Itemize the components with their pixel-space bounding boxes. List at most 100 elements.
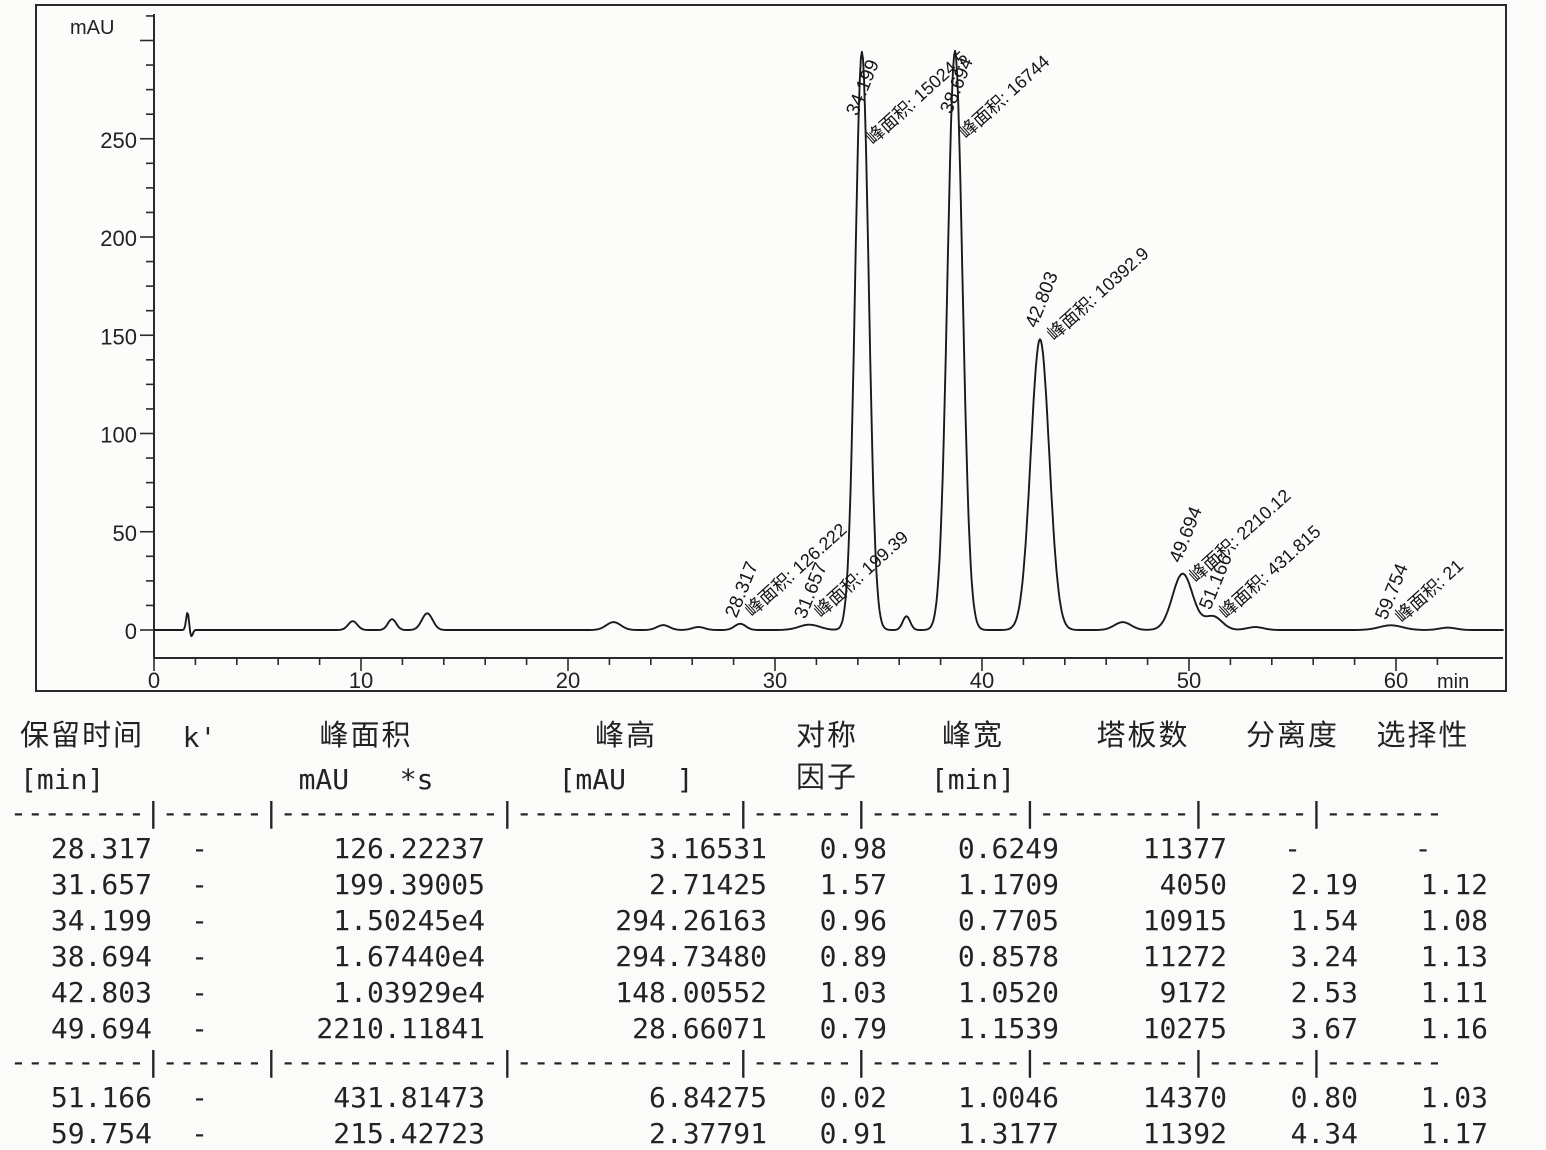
table-cell: 38.694 [50,940,152,973]
col-header-peak-area: 峰面积 [319,720,413,752]
table-cell: 294.73480 [615,940,767,973]
chromatogram-trace [154,49,1504,638]
table-cell: 10275 [1142,1012,1227,1045]
col-header-peak-height: 峰高 [594,720,657,752]
table-cell: 0.79 [819,1012,887,1045]
table-header-row-1: 保留时间 k' 峰面积 峰高 对称 峰宽 塔板数 分离度 选择性 [10,712,1488,754]
table-cell: 1.0046 [957,1081,1059,1114]
chromatogram-plot: 0 50 100 150 200 250 0 10 20 30 40 50 60 mAU min [70,14,1504,690]
table-cell: 51.166 [50,1081,152,1114]
unit-factor: 因子 [795,762,858,794]
table-cell: - [191,1081,208,1114]
peak-area-label: 峰面积: 10392.9 [1043,243,1153,345]
x-tick-label: 0 [148,668,160,690]
table-cell: 1.0520 [957,976,1059,1009]
peak-annotations-layer: 28.317 峰面积: 126.222 31.657 峰面积: 199.39 34.19… [37,6,1505,690]
table-cell: 0.89 [819,940,887,973]
table-cell: 431.81473 [333,1081,485,1114]
table-cell: 3.67 [1290,1012,1358,1045]
table-cell: 4050 [1159,868,1227,901]
table-cell: 1.11 [1420,976,1488,1009]
unit-min: [min] [20,763,105,796]
table-cell: 2.19 [1290,868,1358,901]
x-tick-label: 50 [1177,668,1201,690]
table-cell: 1.03 [819,976,887,1009]
table-cell: 126.22237 [333,832,485,865]
peak-results-table: 保留时间 k' 峰面积 峰高 对称 峰宽 塔板数 分离度 选择性 [min] m… [10,712,1488,1150]
table-cell: 11392 [1142,1117,1227,1150]
table-row: 34.199 - 1.50245e4 294.26163 0.96 0.7705 10915… [10,901,1488,937]
table-cell: 1.54 [1290,904,1358,937]
col-header-peak-width: 峰宽 [941,720,1004,752]
y-tick-label: 150 [100,324,137,349]
col-header-resolution: 分离度 [1245,720,1339,752]
table-cell: 2210.11841 [316,1012,485,1045]
table-cell: 28.66071 [632,1012,767,1045]
table-cell: - [191,904,208,937]
table-cell: 1.13 [1420,940,1488,973]
table-cell: 2.37791 [648,1117,767,1150]
table-cell: 0.8578 [957,940,1059,973]
table-cell: 59.754 [50,1117,152,1150]
table-cell: 148.00552 [615,976,767,1009]
table-cell: 1.12 [1420,868,1488,901]
table-cell: 294.26163 [615,904,767,937]
table-separator-row: --------|------|-------------|----------… [10,796,1488,829]
table-cell: 0.96 [819,904,887,937]
table-cell: 1.16 [1420,1012,1488,1045]
x-axis-unit-label: min [1437,671,1469,690]
table-cell: 3.16531 [648,832,767,865]
table-cell: 1.3177 [957,1117,1059,1150]
table-cell: 49.694 [50,1012,152,1045]
table-cell: 1.17 [1420,1117,1488,1150]
table-row: 49.694 - 2210.11841 28.66071 0.79 1.1539 10275… [10,1009,1488,1045]
x-tick-label: 40 [970,668,994,690]
col-header-plates: 塔板数 [1096,720,1190,752]
table-cell: 1.50245e4 [333,904,485,937]
table-cell: 0.91 [819,1117,887,1150]
unit-mau: [mAU ] [558,763,694,796]
table-cell: 1.03 [1420,1081,1488,1114]
table-cell: 1.57 [819,868,887,901]
table-row: 28.317 - 126.22237 3.16531 0.98 0.6249 11377 - - [10,829,1488,865]
table-cell: 0.02 [819,1081,887,1114]
table-cell: 1.03929e4 [333,976,485,1009]
col-header-symmetry: 对称 [795,720,858,752]
peak-time-label: 34.199 [842,56,884,119]
table-cell: 11377 [1142,832,1227,865]
table-cell: - [191,940,208,973]
table-cell: 14370 [1142,1081,1227,1114]
table-cell: - [191,976,208,1009]
table-cell: 1.67440e4 [333,940,485,973]
table-cell: 1.1709 [957,868,1059,901]
y-axis-unit-label: mAU [70,17,114,39]
y-tick-label: 250 [100,128,137,153]
x-tick-label: 60 [1384,668,1408,690]
table-cell: 1.1539 [957,1012,1059,1045]
table-cell: 31.657 [50,868,152,901]
separator-dashes: --------|------|-------------|----------… [10,1045,1443,1078]
table-cell: - [1414,832,1432,865]
unit-mau-s: mAU *s [298,763,434,796]
unit-min-2: [min] [930,763,1016,796]
table-cell: 6.84275 [648,1081,767,1114]
table-cell: 28.317 [50,832,152,865]
table-cell: 2.53 [1290,976,1358,1009]
table-cell: 3.24 [1290,940,1358,973]
y-tick-label: 100 [100,423,137,448]
table-cell: - [191,832,208,865]
col-header-k-prime: k' [182,721,217,754]
table-separator-row: --------|------|-------------|----------… [10,1045,1488,1078]
table-cell: 2.71425 [648,868,767,901]
table-cell: 0.7705 [957,904,1059,937]
table-cell: 199.39005 [333,868,485,901]
y-tick-label: 200 [100,226,137,251]
y-tick-label: 50 [113,521,137,546]
table-cell: 1.08 [1420,904,1488,937]
col-header-selectivity: 选择性 [1376,720,1470,752]
table-row: 42.803 - 1.03929e4 148.00552 1.03 1.0520 9172 2… [10,973,1488,1009]
table-cell: 11272 [1142,940,1227,973]
table-cell: - [191,868,208,901]
table-cell: 215.42723 [333,1117,485,1150]
table-header-row-2: [min] mAU *s [mAU ] 因子 [min] [10,754,1488,796]
